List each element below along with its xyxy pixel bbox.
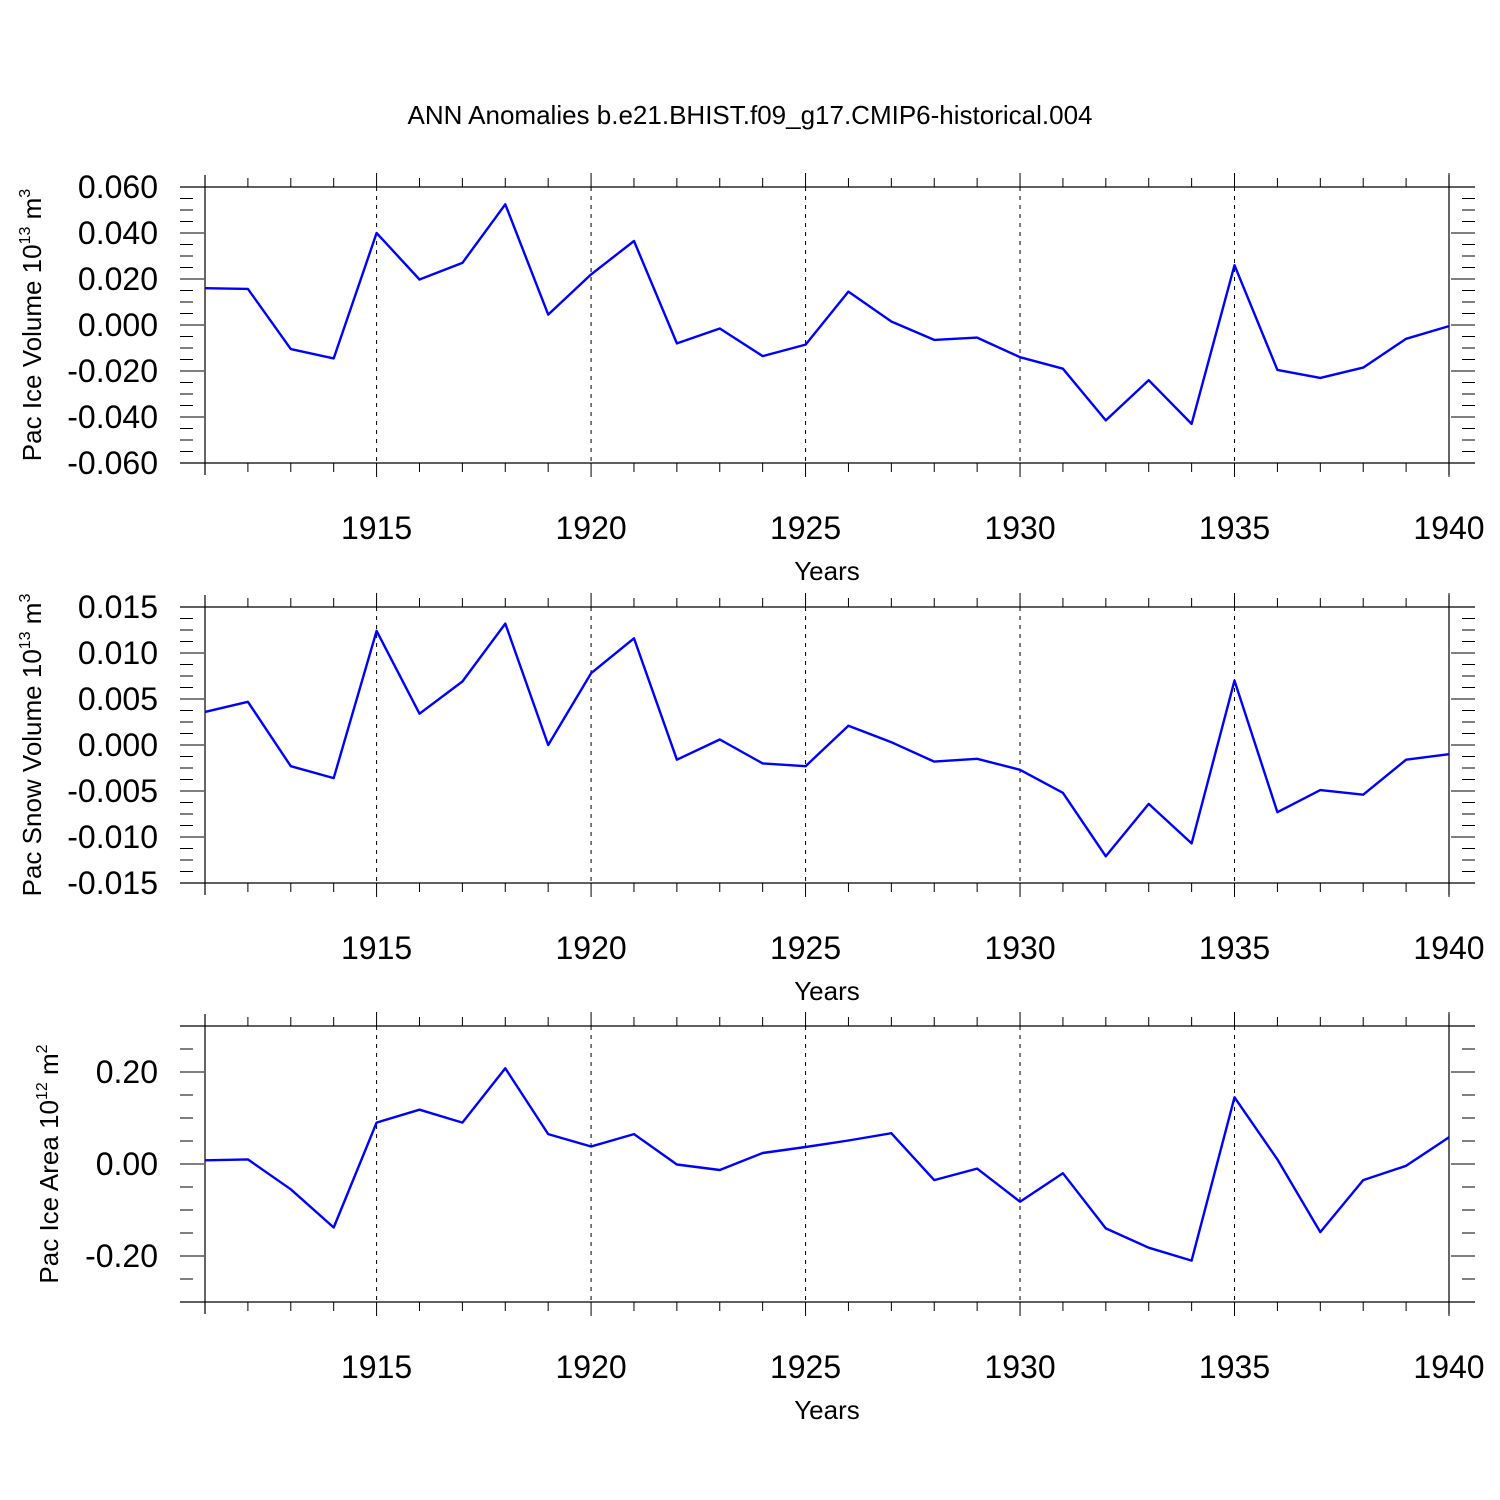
y-axis-label: Pac Ice Volume 1013 m3 bbox=[17, 189, 47, 462]
x-tick-label: 1915 bbox=[341, 1349, 412, 1385]
x-tick-label: 1925 bbox=[770, 930, 841, 966]
y-tick-label: 0.040 bbox=[78, 215, 158, 251]
x-tick-label: 1930 bbox=[984, 1349, 1055, 1385]
y-tick-label: 0.000 bbox=[78, 307, 158, 343]
series-line bbox=[204, 1067, 1450, 1262]
y-tick-label: 0.010 bbox=[78, 635, 158, 671]
panel-3: -0.20 0.00 0.20 1915 1920 1925 1930 1935 1940 Yea… bbox=[34, 1012, 1485, 1425]
y-axis-label: Pac Snow Volume 1013 m3 bbox=[17, 594, 47, 897]
x-tick-label: 1930 bbox=[984, 930, 1055, 966]
y-tick-label: -0.010 bbox=[67, 819, 158, 855]
x-tick-label: 1925 bbox=[770, 510, 841, 546]
x-tick-label: 1930 bbox=[984, 510, 1055, 546]
y-tick-label: -0.005 bbox=[67, 773, 158, 809]
y-tick-label: -0.040 bbox=[67, 399, 158, 435]
x-tick-label: 1920 bbox=[555, 930, 626, 966]
y-tick-label: 0.015 bbox=[78, 589, 158, 625]
x-axis-label: Years bbox=[794, 1395, 860, 1425]
y-axis-label: Pac Ice Area 1012 m2 bbox=[34, 1044, 64, 1283]
x-tick-label: 1920 bbox=[555, 1349, 626, 1385]
x-axis-label: Years bbox=[794, 976, 860, 1006]
x-tick-label: 1915 bbox=[341, 510, 412, 546]
x-tick-label: 1915 bbox=[341, 930, 412, 966]
panel-2: -0.015 -0.010 -0.005 0.000 0.005 0.010 0.015 19… bbox=[17, 589, 1485, 1006]
y-tick-label: -0.060 bbox=[67, 445, 158, 481]
y-tick-label: 0.20 bbox=[96, 1054, 158, 1090]
series-line bbox=[204, 622, 1450, 858]
x-tick-label: 1935 bbox=[1199, 1349, 1270, 1385]
y-tick-label: 0.000 bbox=[78, 727, 158, 763]
panels: -0.060 -0.040 -0.020 0.000 0.020 0.040 0.060 19… bbox=[17, 169, 1485, 1425]
y-tick-label: 0.005 bbox=[78, 681, 158, 717]
x-tick-label: 1940 bbox=[1413, 510, 1484, 546]
x-tick-label: 1935 bbox=[1199, 510, 1270, 546]
series-line bbox=[204, 203, 1450, 426]
figure-title: ANN Anomalies b.e21.BHIST.f09_g17.CMIP6-… bbox=[407, 100, 1092, 130]
x-tick-label: 1920 bbox=[555, 510, 626, 546]
x-axis-label: Years bbox=[794, 556, 860, 586]
y-tick-label: -0.20 bbox=[85, 1238, 158, 1274]
x-tick-label: 1925 bbox=[770, 1349, 841, 1385]
x-tick-label: 1940 bbox=[1413, 1349, 1484, 1385]
y-tick-label: 0.060 bbox=[78, 169, 158, 205]
x-tick-label: 1935 bbox=[1199, 930, 1270, 966]
y-tick-label: -0.020 bbox=[67, 353, 158, 389]
panel-1: -0.060 -0.040 -0.020 0.000 0.020 0.040 0.060 19… bbox=[17, 169, 1485, 586]
x-tick-label: 1940 bbox=[1413, 930, 1484, 966]
y-tick-label: -0.015 bbox=[67, 865, 158, 901]
y-tick-label: 0.00 bbox=[96, 1146, 158, 1182]
y-tick-label: 0.020 bbox=[78, 261, 158, 297]
